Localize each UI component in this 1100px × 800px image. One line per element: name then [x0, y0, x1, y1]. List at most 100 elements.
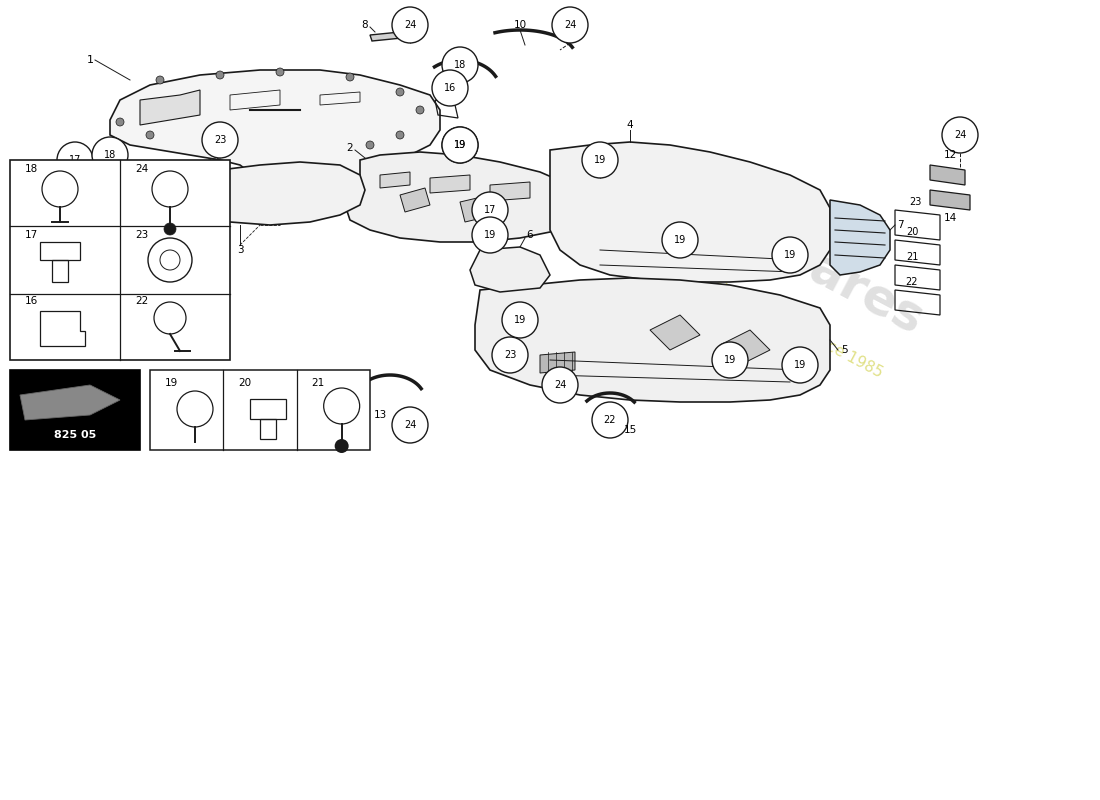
- Circle shape: [152, 171, 188, 207]
- Text: 21: 21: [311, 378, 324, 388]
- Polygon shape: [175, 162, 365, 225]
- Polygon shape: [400, 188, 430, 212]
- Bar: [10, 160, 230, 360]
- Bar: [150, 370, 370, 450]
- Polygon shape: [470, 247, 550, 292]
- Text: 7: 7: [896, 220, 903, 230]
- Text: 19: 19: [454, 140, 466, 150]
- Text: 825 05: 825 05: [54, 430, 96, 440]
- Text: 19: 19: [724, 355, 736, 365]
- Circle shape: [202, 122, 238, 158]
- Text: 23: 23: [213, 135, 227, 145]
- Text: 15: 15: [624, 425, 637, 435]
- Text: 19: 19: [784, 250, 796, 260]
- Text: 11: 11: [103, 290, 117, 300]
- Circle shape: [472, 192, 508, 228]
- Text: 17: 17: [484, 205, 496, 215]
- Polygon shape: [460, 195, 495, 222]
- Text: 20: 20: [905, 227, 918, 237]
- Text: 19: 19: [674, 235, 686, 245]
- Polygon shape: [930, 190, 970, 210]
- Polygon shape: [830, 200, 890, 275]
- Text: 19: 19: [594, 155, 606, 165]
- Text: 24: 24: [135, 164, 149, 174]
- Text: 2: 2: [346, 143, 353, 153]
- Polygon shape: [720, 330, 770, 365]
- Bar: [52, 260, 68, 282]
- Text: 19: 19: [304, 370, 317, 380]
- Text: 24: 24: [564, 20, 576, 30]
- Circle shape: [57, 142, 94, 178]
- Polygon shape: [379, 172, 410, 188]
- Circle shape: [472, 217, 508, 253]
- Text: 24: 24: [404, 420, 416, 430]
- Circle shape: [366, 141, 374, 149]
- Text: 19: 19: [484, 230, 496, 240]
- Circle shape: [396, 88, 404, 96]
- Text: 23: 23: [135, 230, 149, 240]
- Polygon shape: [20, 385, 120, 420]
- Polygon shape: [930, 165, 965, 185]
- Circle shape: [182, 227, 218, 263]
- Polygon shape: [370, 32, 402, 41]
- Circle shape: [582, 142, 618, 178]
- Polygon shape: [650, 315, 700, 350]
- Circle shape: [442, 47, 478, 83]
- Polygon shape: [550, 142, 830, 282]
- Circle shape: [432, 70, 468, 106]
- Text: 5: 5: [842, 345, 848, 355]
- Circle shape: [416, 106, 424, 114]
- Circle shape: [552, 7, 589, 43]
- Text: 13: 13: [373, 410, 386, 420]
- Polygon shape: [430, 175, 470, 193]
- Bar: [40, 242, 80, 260]
- Text: a passion for parts since 1985: a passion for parts since 1985: [674, 259, 886, 381]
- Circle shape: [346, 73, 354, 81]
- Text: 22: 22: [905, 277, 918, 287]
- Circle shape: [92, 137, 128, 173]
- Text: 23: 23: [504, 350, 516, 360]
- Text: 24: 24: [954, 130, 966, 140]
- Text: 19: 19: [794, 360, 806, 370]
- Text: 16: 16: [25, 296, 39, 306]
- Text: 8: 8: [362, 20, 369, 30]
- Polygon shape: [140, 90, 200, 125]
- Circle shape: [112, 182, 148, 218]
- Polygon shape: [110, 70, 440, 195]
- Text: 10: 10: [514, 20, 527, 30]
- Circle shape: [177, 391, 213, 427]
- Text: 24: 24: [124, 195, 136, 205]
- Polygon shape: [540, 352, 575, 373]
- Text: 21: 21: [905, 252, 918, 262]
- Circle shape: [156, 76, 164, 84]
- Text: 3: 3: [236, 245, 243, 255]
- Text: 24: 24: [69, 195, 81, 205]
- Text: 18: 18: [194, 240, 206, 250]
- Circle shape: [592, 402, 628, 438]
- Circle shape: [57, 182, 94, 218]
- Bar: [10, 370, 140, 450]
- Polygon shape: [345, 152, 580, 242]
- Circle shape: [154, 302, 186, 334]
- Circle shape: [772, 237, 808, 273]
- Text: 6: 6: [527, 230, 534, 240]
- Circle shape: [164, 223, 176, 235]
- Circle shape: [712, 342, 748, 378]
- Bar: [261, 419, 276, 439]
- Polygon shape: [475, 278, 830, 402]
- Text: 18: 18: [454, 60, 466, 70]
- Text: 9: 9: [57, 225, 64, 235]
- Circle shape: [42, 171, 78, 207]
- Text: 24: 24: [553, 380, 566, 390]
- Text: 24: 24: [404, 20, 416, 30]
- Text: 16: 16: [444, 83, 456, 93]
- Text: 19: 19: [454, 140, 466, 150]
- Circle shape: [942, 117, 978, 153]
- Circle shape: [392, 7, 428, 43]
- Text: 18: 18: [25, 164, 39, 174]
- Circle shape: [542, 367, 578, 403]
- Text: 20: 20: [239, 378, 252, 388]
- Circle shape: [116, 118, 124, 126]
- Text: 18: 18: [103, 150, 117, 160]
- Circle shape: [502, 302, 538, 338]
